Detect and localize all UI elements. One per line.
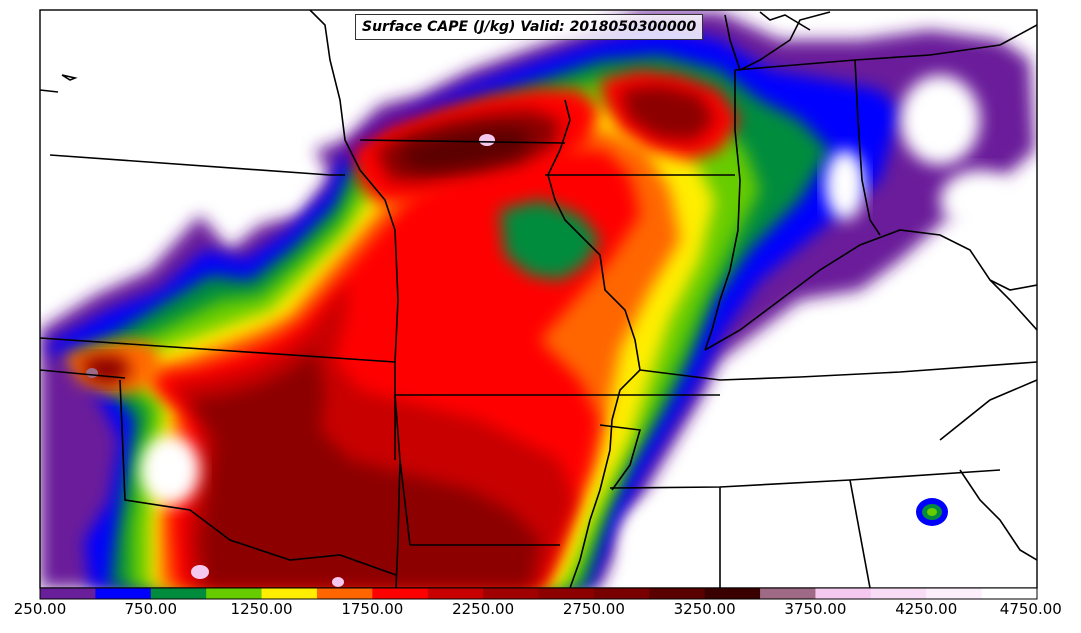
cape-max-pink-3 (332, 577, 344, 587)
cape-band-2500 (190, 350, 540, 588)
cape-band-2500-ne (620, 85, 715, 140)
cape-gap-2 (825, 150, 865, 220)
cape-max-pink-1 (479, 134, 495, 146)
border-ok-tx (119, 379, 397, 576)
colorbar-segment (261, 588, 318, 599)
colorbar-segment (150, 588, 207, 599)
border-ohio-river (704, 229, 1037, 351)
cape-gap-3 (620, 500, 700, 580)
cape-max-pink-2 (191, 565, 209, 579)
colorbar-tick-label: 3250.00 (673, 600, 736, 618)
border-al-ga (849, 479, 871, 588)
colorbar-segment (870, 588, 927, 599)
border-tn-ms (609, 469, 1001, 489)
border-sc-ga (959, 469, 1037, 561)
colorbar-tick-label: 2250.00 (452, 600, 515, 618)
colorbar-segment (427, 588, 484, 599)
lake-winnebago (61, 74, 78, 81)
border-ne-corner (999, 24, 1037, 46)
border-mn-ia (359, 139, 566, 144)
colorbar-tick-label: 1250.00 (230, 600, 293, 618)
colorbar-segment (40, 588, 96, 599)
colorbar-tick-label: 4250.00 (895, 600, 958, 618)
border-sd-ne (49, 154, 345, 176)
colorbar (40, 588, 1038, 599)
colorbar-segment (95, 588, 152, 599)
border-ne-ks (40, 337, 396, 363)
colorbar-tick-label: 1750.00 (341, 600, 404, 618)
border-il-in (704, 70, 741, 351)
border-mi-in (734, 44, 1001, 71)
political-boundaries (40, 10, 1037, 588)
colorbar-segment (704, 588, 761, 599)
colorbar-tick-label: 2750.00 (562, 600, 625, 618)
colorbar-segment (815, 588, 872, 599)
cape-cell-se-core (927, 508, 937, 516)
map-title: Surface CAPE (J/kg) Valid: 2018050300000 (355, 14, 704, 40)
colorbar-segment (981, 588, 1038, 599)
border-ky-tn (639, 361, 1037, 381)
border-ok-ar (399, 459, 411, 546)
colorbar-segment (483, 588, 539, 599)
border-ks-ok (40, 369, 126, 379)
colorbar-segment (538, 588, 595, 599)
border-wv-va (989, 279, 1037, 291)
border-lake-mi (724, 11, 831, 72)
cape-gap-1 (140, 435, 200, 505)
colorbar-segment (372, 588, 429, 599)
cape-band-3000-north (400, 128, 535, 170)
border-upper-mi (759, 11, 811, 31)
colorbar-tick-label: 4750.00 (999, 600, 1062, 618)
colorbar-segment (926, 588, 983, 599)
colorbar-segment (316, 588, 373, 599)
cape-band-750-pocket (500, 200, 600, 280)
cape-gap-5 (940, 170, 1020, 230)
cape-gap-4 (900, 75, 980, 165)
colorbar-segment (593, 588, 650, 599)
border-in-oh (854, 59, 881, 236)
border-nd-sd (40, 89, 59, 93)
border-west-mn (309, 10, 396, 231)
colorbar-tick-label: 3750.00 (784, 600, 847, 618)
cape-max-mauve-1 (86, 368, 98, 378)
border-va-nc (939, 379, 1037, 441)
colorbar-tick-label: 250.00 (13, 600, 67, 618)
colorbar-segment (649, 588, 706, 599)
colorbar-segment (760, 588, 816, 599)
border-ar-ms-river (599, 424, 642, 491)
colorbar-segment (206, 588, 263, 599)
colorbar-frame (39, 587, 1038, 600)
colorbar-tick-label: 750.00 (124, 600, 178, 618)
